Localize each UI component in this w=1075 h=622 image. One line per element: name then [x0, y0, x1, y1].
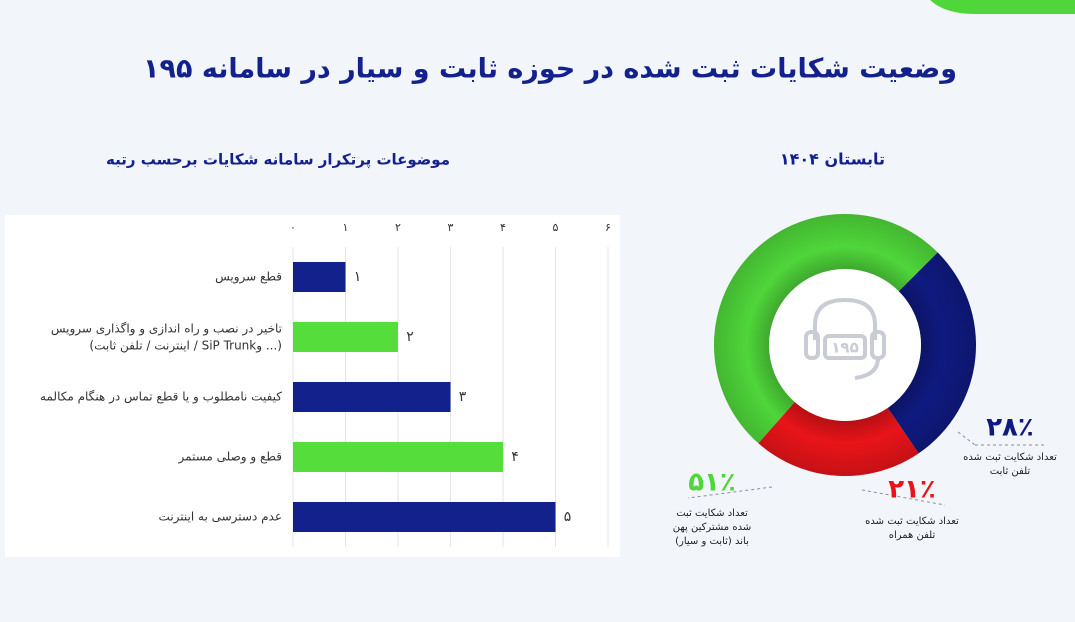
value-label: ۲۸٪	[986, 413, 1034, 443]
corner-decoration	[930, 0, 1075, 14]
category-label: قطع سرویس	[215, 270, 282, 285]
donut-title: تابستان ۱۴۰۴	[780, 150, 885, 169]
headset-icon	[804, 297, 886, 380]
value-label: ۵	[564, 509, 572, 525]
page-title: وضعیت شکایات ثبت شده در حوزه ثابت و سیار…	[143, 54, 957, 85]
category-label: تاخیر در نصب و راه اندازی و واگذاری سروی…	[51, 321, 282, 353]
x-tick-label: ۲	[395, 221, 401, 234]
legend-label: تعداد شکایت ثبت شده تلفن همراه	[865, 516, 959, 541]
bar	[293, 262, 346, 292]
bar	[293, 502, 556, 532]
category-label: قطع و وصلی مستمر	[178, 450, 282, 465]
leader-lines	[687, 431, 1045, 506]
donut-hole	[769, 269, 921, 421]
bar	[293, 322, 398, 352]
value-label: ۲	[406, 329, 414, 345]
legend-label: تعداد شکایت ثبت شده تلفن ثابت	[963, 452, 1057, 477]
x-tick-label: ۳	[448, 221, 454, 234]
value-label: ۳	[459, 389, 467, 405]
category-label: کیفیت نامطلوب و یا قطع تماس در هنگام مکا…	[40, 390, 282, 405]
value-label: ۵۱٪	[688, 468, 736, 498]
bar-title: موضوعات پرتکرار سامانه شکایات برحسب رتبه	[106, 151, 450, 170]
bar	[293, 382, 451, 412]
center-label: ۱۹۵	[831, 339, 858, 357]
value-label: ۱	[354, 269, 362, 285]
x-tick-label: ۶	[605, 221, 611, 234]
bar	[293, 442, 503, 472]
x-tick-label: ۴	[500, 221, 506, 234]
x-tick-label: ۰	[290, 221, 296, 234]
value-label: ۲۱٪	[888, 475, 936, 505]
value-label: ۴	[511, 449, 519, 465]
category-label: عدم دسترسی به اینترنت	[159, 510, 282, 525]
x-tick-label: ۱	[343, 221, 349, 234]
legend-label: تعداد شکایت ثبت شده مشترکین پهن باند (ثابت…	[673, 508, 751, 547]
x-tick-label: ۵	[553, 221, 559, 234]
